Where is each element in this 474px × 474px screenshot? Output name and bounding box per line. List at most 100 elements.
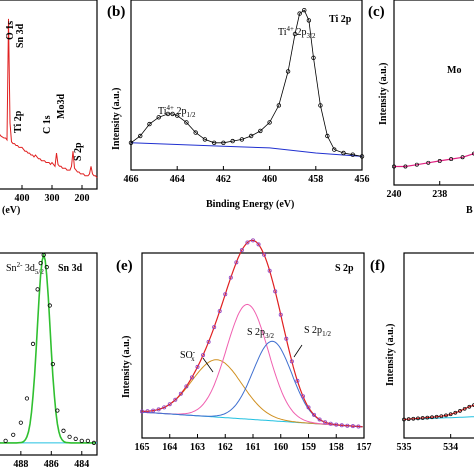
- panel-d-title: Sn 3d: [58, 263, 83, 274]
- panel-e-ylabel: Intensity (a.u.): [121, 335, 132, 398]
- panel-d-data-point: [85, 438, 90, 443]
- panel-e-data-point: [339, 423, 344, 428]
- panel-e-data-point: [256, 242, 261, 247]
- panel-e-data-point: [206, 339, 211, 344]
- panel-e-data-point: [223, 292, 228, 297]
- panel-d-data-point: [47, 303, 52, 308]
- panel-e-data-point: [139, 409, 144, 414]
- panel-b-data-point: [350, 152, 355, 157]
- panel-e-tick-label: 165: [135, 442, 150, 453]
- panel-e-data-point: [306, 405, 311, 410]
- panel-f-fit-line: [403, 404, 474, 421]
- panel-b-ylabel: Intensity (a.u.): [111, 87, 122, 150]
- panel-a-label-s2p: S 2p: [73, 142, 84, 161]
- panel-e-fit-line: [141, 239, 363, 428]
- panel-e-title: S 2p: [335, 263, 354, 274]
- panel-a-survey-line: [0, 18, 98, 179]
- panel-b-tick-label: 462: [216, 174, 231, 185]
- panel-b-data-point: [202, 137, 208, 142]
- panel-e-tick-label: 161: [246, 442, 261, 453]
- panel-e-data-point: [201, 353, 206, 358]
- panel-b-data-point: [221, 140, 226, 145]
- panel-f-data-point: [467, 404, 472, 409]
- panel-f-ticks: 53553453: [397, 434, 458, 453]
- panel-e-tick-label: 163: [190, 442, 205, 453]
- panel-a: O 1s Sn 3d Ti 2p C 1s Mo3d S 2p 400 300 20…: [0, 0, 98, 216]
- panel-b-tick-label: 464: [170, 174, 185, 185]
- panel-b-data-point: [341, 150, 346, 156]
- panel-b-data-point: [302, 7, 307, 13]
- panel-f-data-point: [472, 403, 474, 408]
- panel-d-ticks: 488 486 484: [13, 451, 89, 470]
- panel-f-data-point: [448, 412, 453, 417]
- panel-e-data-point: [267, 268, 272, 273]
- panel-b-data-point: [311, 55, 316, 60]
- panel-b-data-point: [359, 154, 365, 159]
- panel-d-data-point: [55, 408, 60, 413]
- panel-a-tick-label: 400: [15, 193, 30, 204]
- panel-a-label-sn3d: Sn 3d: [15, 23, 26, 48]
- panel-d-data-point: [3, 438, 8, 443]
- panel-e-data-point: [189, 375, 194, 380]
- panel-c-xlabel-fragment: B: [466, 205, 473, 216]
- panel-b-data-point: [318, 103, 323, 108]
- panel-f-points: [402, 403, 474, 422]
- panel-a-ticks: 400 300 200: [15, 185, 90, 204]
- panel-f-data-point: [444, 413, 448, 418]
- panel-e-data-point: [273, 289, 278, 294]
- panel-b-data-point: [174, 113, 180, 118]
- panel-b-xlabel: Binding Energy (eV): [206, 199, 294, 210]
- panel-c-ylabel: Intensity (a.u.): [378, 62, 389, 125]
- panel-b-data-point: [138, 133, 143, 139]
- panel-e-data-point: [278, 312, 283, 317]
- panel-b-data-point: [230, 138, 235, 144]
- panel-e-data-point: [312, 412, 317, 417]
- panel-c-data-point: [460, 155, 465, 160]
- panel-e: (e) S 2p Intensity (a.u.) SO-x S 2p3/2 S…: [116, 238, 372, 453]
- panel-b-data-point: [285, 69, 291, 74]
- panel-b-data-point: [258, 128, 263, 134]
- panel-e-s12-label: S 2p1/2: [304, 325, 332, 338]
- panel-e-data-point: [334, 422, 339, 427]
- panel-b-tick-label: 458: [308, 174, 323, 185]
- panel-a-tick-label: 200: [75, 193, 90, 204]
- panel-c-mo-fragment: Mo: [447, 65, 461, 76]
- panel-b-ti-1-2: Ti4+ 2p1/2: [158, 104, 196, 119]
- panel-d-data-point: [91, 440, 97, 445]
- panel-e-data-point: [195, 364, 200, 369]
- panel-b-ti-3-2: Ti4+ 2p3/2: [278, 25, 316, 40]
- panel-b-data-point: [239, 137, 245, 142]
- panel-c-data-point: [426, 160, 431, 165]
- panel-b: (b) Ti 2p Intensity (a.u.) Ti4+ 2p1/2 Ti…: [107, 0, 370, 210]
- panel-e-data-point: [178, 391, 183, 396]
- panel-c-data-point: [414, 162, 419, 167]
- panel-d-data-point: [61, 428, 66, 433]
- panel-e-peak-s2p12: [141, 340, 363, 428]
- panel-b-data-point: [128, 140, 134, 145]
- panel-d-data-point: [73, 436, 78, 441]
- panel-f-data-point: [406, 417, 411, 421]
- panel-b-fit-line: [130, 9, 363, 157]
- panel-e-data-point: [295, 378, 300, 383]
- panel-e-data-point: [245, 240, 250, 245]
- panel-d-data-point: [24, 396, 30, 401]
- panel-f-tick-label: 535: [397, 442, 412, 453]
- panel-c-frame: [393, 0, 474, 186]
- panel-c-data-point: [392, 164, 396, 169]
- panel-b-title: Ti 2p: [329, 14, 352, 25]
- panel-c-fit-line: [394, 152, 474, 168]
- panel-f-data-point: [430, 415, 434, 420]
- panel-f-data-point: [402, 417, 406, 422]
- panel-e-data-point: [151, 408, 156, 413]
- panel-d-data-point: [44, 265, 49, 270]
- panel-b-data-point: [156, 115, 161, 120]
- panel-c-data-point: [437, 158, 442, 163]
- panel-e-data-point: [262, 252, 267, 257]
- panel-e-data-point: [289, 359, 294, 364]
- panel-e-sox-label: SO-x: [180, 348, 196, 363]
- panel-f-data-point: [425, 415, 430, 420]
- panel-d: Sn 3d Sn2- 3d5/2 488 486 484: [0, 252, 98, 470]
- panel-f-letter: (f): [370, 258, 385, 274]
- panel-e-data-point: [228, 275, 233, 280]
